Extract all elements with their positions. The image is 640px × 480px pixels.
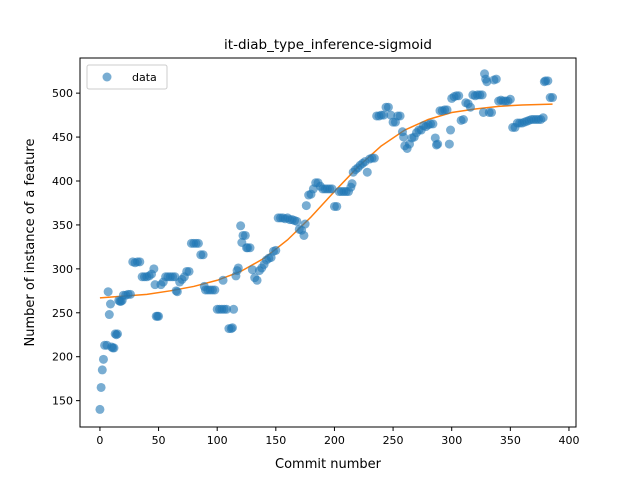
data-point <box>193 238 203 248</box>
data-point <box>444 139 454 149</box>
data-point <box>222 304 232 314</box>
x-tick-label: 150 <box>265 434 286 447</box>
y-tick-label: 150 <box>52 395 73 408</box>
x-tick-label: 50 <box>152 434 166 447</box>
legend: data <box>86 64 168 90</box>
data-point <box>487 107 497 117</box>
data-point <box>236 221 246 231</box>
data-point <box>125 289 135 299</box>
x-tick-label: 100 <box>207 434 228 447</box>
data-point <box>154 311 164 321</box>
data-point <box>172 287 182 297</box>
data-point <box>292 216 302 226</box>
data-point <box>505 94 515 104</box>
data-point <box>491 74 501 84</box>
fit-line-layer <box>99 103 553 299</box>
x-tick-label: 200 <box>324 434 345 447</box>
data-point <box>98 354 108 364</box>
data-point <box>433 139 443 149</box>
plot-area <box>79 57 577 428</box>
fit-line <box>99 103 553 299</box>
y-tick-label: 400 <box>52 175 73 188</box>
data-point <box>198 250 208 260</box>
x-axis-ticks: 0 50 100 150 200 250 300 350 400 <box>96 427 579 447</box>
data-point <box>104 310 114 320</box>
data-point <box>184 266 194 276</box>
data-point <box>103 287 113 297</box>
data-point <box>245 243 255 253</box>
y-tick-label: 300 <box>52 263 73 276</box>
legend-marker <box>102 72 112 82</box>
data-point <box>347 179 357 189</box>
y-axis-ticks: 150 200 250 300 350 400 450 500 <box>52 87 80 408</box>
x-tick-label: 350 <box>500 434 521 447</box>
data-point <box>247 265 257 275</box>
data-point <box>332 201 342 211</box>
data-point <box>271 245 281 255</box>
data-point <box>465 102 475 112</box>
data-point <box>458 115 468 124</box>
y-tick-label: 200 <box>52 351 73 364</box>
x-tick-label: 400 <box>558 434 579 447</box>
data-point <box>105 299 115 309</box>
data-point <box>109 343 119 353</box>
data-point <box>301 201 311 211</box>
legend-box <box>86 64 168 90</box>
data-point <box>218 275 228 285</box>
y-axis-label: Number of instance of a feature <box>23 139 38 347</box>
data-point <box>538 113 548 123</box>
data-point <box>240 230 250 240</box>
chart-title: it-diab_type_inference-sigmoid <box>224 37 432 53</box>
data-point <box>113 329 123 339</box>
data-point <box>379 110 389 120</box>
y-tick-label: 450 <box>52 131 73 144</box>
data-point <box>300 219 310 229</box>
data-point <box>327 184 337 194</box>
data-point <box>233 263 243 273</box>
data-point <box>477 90 487 100</box>
data-point <box>227 323 237 333</box>
y-tick-label: 500 <box>52 87 73 100</box>
data-point <box>299 230 309 240</box>
data-point <box>442 105 452 115</box>
y-tick-label: 350 <box>52 219 73 232</box>
data-point <box>386 110 396 120</box>
x-tick-label: 300 <box>441 434 462 447</box>
data-point <box>362 167 372 177</box>
data-point <box>369 153 379 163</box>
data-point <box>446 125 456 135</box>
data-point <box>252 275 262 285</box>
x-axis-label: Commit number <box>275 457 382 472</box>
data-point <box>135 257 145 267</box>
data-point <box>395 111 405 121</box>
data-point <box>229 304 239 314</box>
data-point <box>95 404 105 414</box>
x-tick-label: 0 <box>96 434 103 447</box>
data-point <box>97 365 107 375</box>
data-point <box>454 91 464 101</box>
data-point <box>399 132 409 142</box>
plot-frame <box>79 57 577 428</box>
y-tick-label: 250 <box>52 307 73 320</box>
data-point <box>428 119 438 129</box>
x-tick-label: 250 <box>383 434 404 447</box>
data-points-layer <box>95 69 558 414</box>
data-point <box>210 285 220 295</box>
data-point <box>96 382 106 392</box>
data-point <box>149 264 159 274</box>
legend-label: data <box>132 71 157 84</box>
data-point <box>383 102 393 112</box>
data-point <box>482 77 492 87</box>
data-point <box>543 76 553 86</box>
data-point <box>548 93 558 103</box>
